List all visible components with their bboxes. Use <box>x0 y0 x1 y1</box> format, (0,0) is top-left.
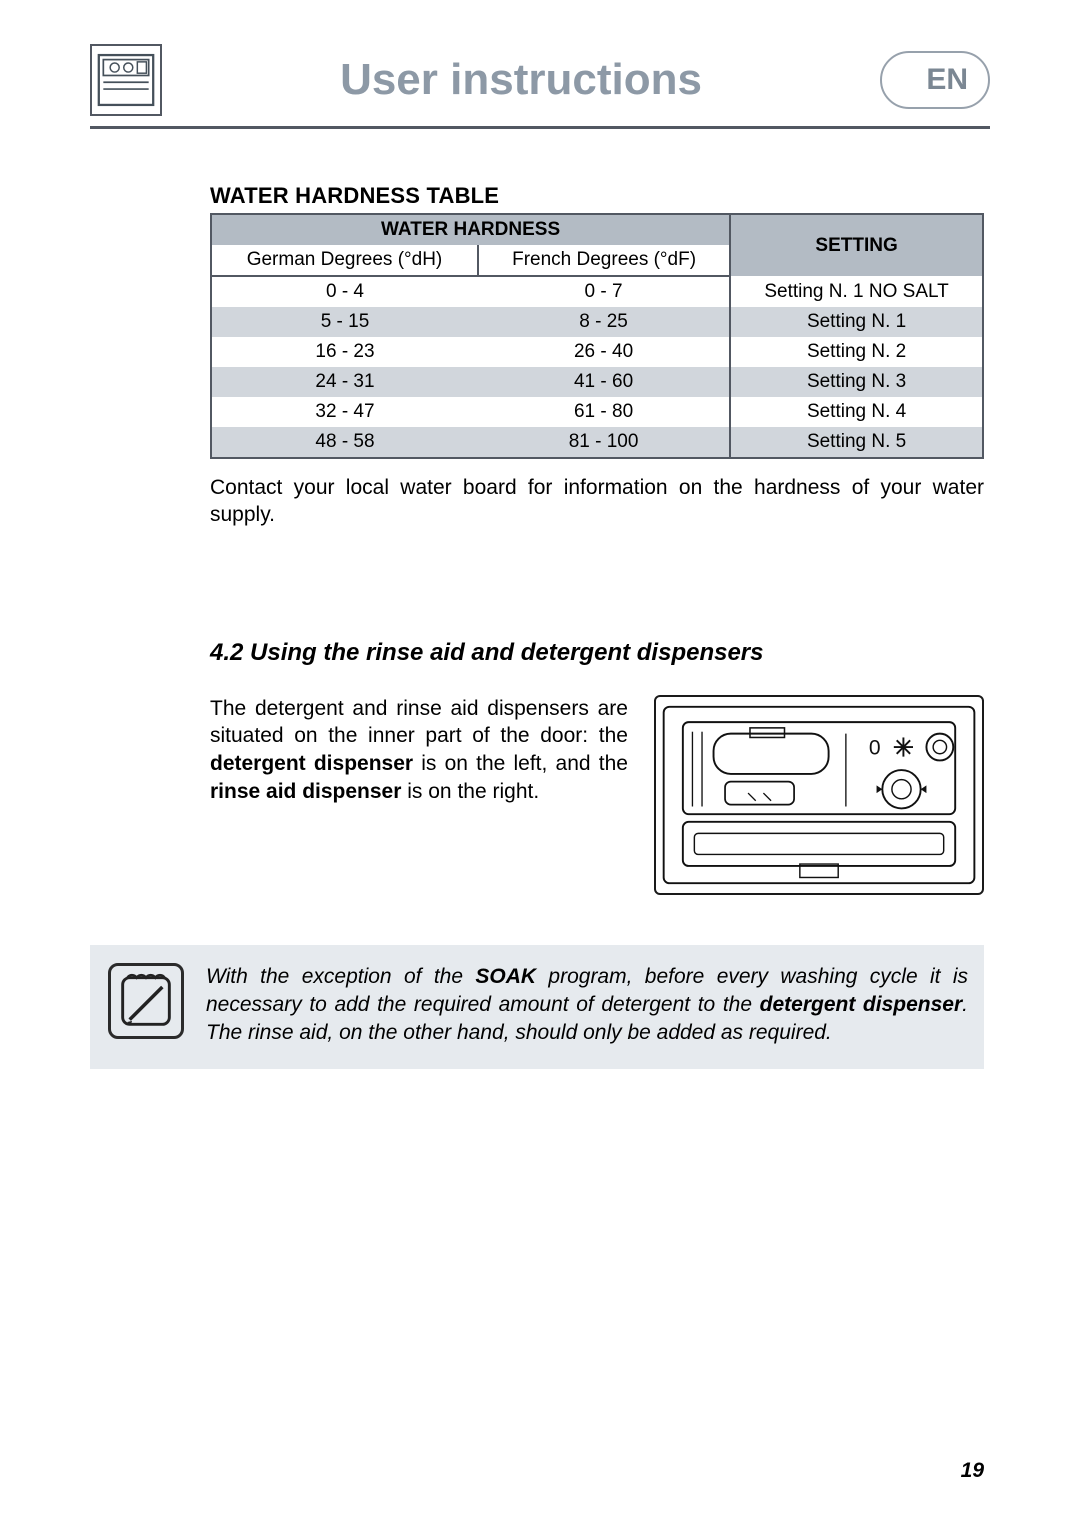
main-content: WATER HARDNESS TABLE WATER HARDNESS SETT… <box>90 183 990 1069</box>
text-bold: SOAK <box>475 965 536 988</box>
cell-setting: Setting N. 1 <box>730 307 983 337</box>
dishwasher-line-icon <box>92 46 160 114</box>
dispenser-diagram-icon: 0 <box>656 697 982 893</box>
cell-dh: 16 - 23 <box>211 337 478 367</box>
text-bold: detergent dispenser <box>210 752 413 775</box>
text-bold: rinse aid dispenser <box>210 780 401 803</box>
cell-dh: 48 - 58 <box>211 427 478 458</box>
table-body: 0 - 4 0 - 7 Setting N. 1 NO SALT 5 - 15 … <box>211 276 983 458</box>
text-bold: detergent dispenser <box>760 993 963 1016</box>
table-row: 48 - 58 81 - 100 Setting N. 5 <box>211 427 983 458</box>
water-hardness-table: WATER HARDNESS SETTING German Degrees (°… <box>210 213 984 459</box>
cell-df: 61 - 80 <box>478 397 730 427</box>
cell-dh: 32 - 47 <box>211 397 478 427</box>
cell-dh: 0 - 4 <box>211 276 478 307</box>
page: User instructions EN WATER HARDNESS TABL… <box>0 0 1080 1529</box>
note-block: With the exception of the SOAK program, … <box>90 945 984 1069</box>
note-icon <box>108 963 184 1039</box>
cell-setting: Setting N. 4 <box>730 397 983 427</box>
table-row: 5 - 15 8 - 25 Setting N. 1 <box>211 307 983 337</box>
cell-setting: Setting N. 2 <box>730 337 983 367</box>
cell-df: 8 - 25 <box>478 307 730 337</box>
table-head: WATER HARDNESS SETTING German Degrees (°… <box>211 214 983 276</box>
cell-dh: 24 - 31 <box>211 367 478 397</box>
cell-setting: Setting N. 5 <box>730 427 983 458</box>
table-row: 24 - 31 41 - 60 Setting N. 3 <box>211 367 983 397</box>
page-title: User instructions <box>162 55 880 105</box>
col-french: French Degrees (°dF) <box>478 245 730 276</box>
cell-df: 0 - 7 <box>478 276 730 307</box>
text-run: The detergent and rinse aid dispensers a… <box>210 697 628 748</box>
svg-text:0: 0 <box>869 736 881 759</box>
cell-setting: Setting N. 1 NO SALT <box>730 276 983 307</box>
language-badge: EN <box>880 51 990 109</box>
page-number: 19 <box>961 1459 984 1483</box>
page-header: User instructions EN <box>90 40 990 120</box>
section-4-2-heading: 4.2 Using the rinse aid and detergent di… <box>210 639 984 667</box>
water-hardness-title: WATER HARDNESS TABLE <box>210 183 984 209</box>
appliance-icon <box>90 44 162 116</box>
dispenser-section: The detergent and rinse aid dispensers a… <box>210 695 984 895</box>
dispenser-figure: 0 <box>654 695 984 895</box>
text-run: is on the left, and the <box>413 752 628 775</box>
text-run: With the exception of the <box>206 965 475 988</box>
cell-dh: 5 - 15 <box>211 307 478 337</box>
header-rule <box>90 126 990 129</box>
notepad-icon <box>111 966 181 1036</box>
table-row: 16 - 23 26 - 40 Setting N. 2 <box>211 337 983 367</box>
dispenser-paragraph: The detergent and rinse aid dispensers a… <box>210 695 628 806</box>
col-setting: SETTING <box>730 214 983 276</box>
cell-df: 41 - 60 <box>478 367 730 397</box>
col-group-water-hardness: WATER HARDNESS <box>211 214 730 245</box>
note-text: With the exception of the SOAK program, … <box>206 963 968 1047</box>
col-german: German Degrees (°dH) <box>211 245 478 276</box>
table-row: 32 - 47 61 - 80 Setting N. 4 <box>211 397 983 427</box>
cell-df: 26 - 40 <box>478 337 730 367</box>
cell-df: 81 - 100 <box>478 427 730 458</box>
contact-water-board-text: Contact your local water board for infor… <box>210 475 984 529</box>
cell-setting: Setting N. 3 <box>730 367 983 397</box>
table-header-row-1: WATER HARDNESS SETTING <box>211 214 983 245</box>
text-run: is on the right. <box>401 780 539 803</box>
table-row: 0 - 4 0 - 7 Setting N. 1 NO SALT <box>211 276 983 307</box>
